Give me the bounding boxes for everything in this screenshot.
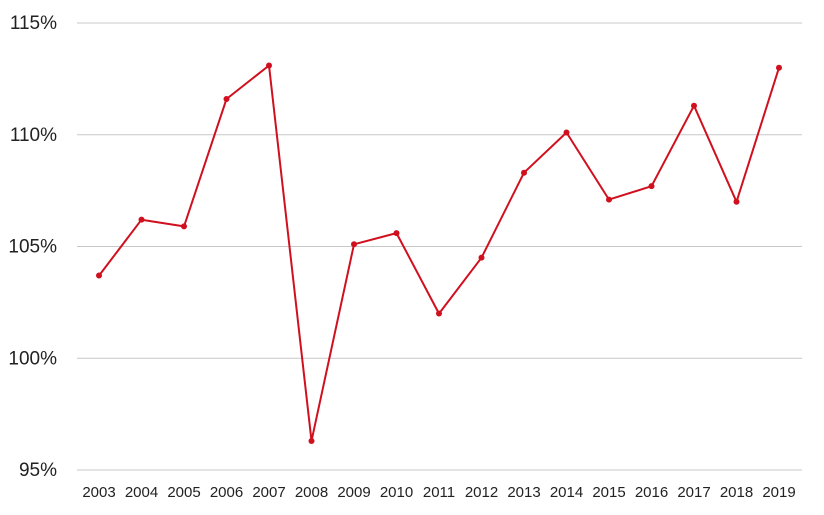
y-tick-label: 115%	[10, 13, 57, 34]
x-tick-label: 2016	[635, 484, 668, 501]
x-tick-label: 2003	[82, 484, 115, 501]
data-point-2012	[478, 254, 485, 261]
data-point-2018	[733, 198, 740, 205]
x-tick-label: 2011	[423, 484, 455, 501]
y-tick-label: 105%	[8, 237, 57, 258]
data-point-2006	[223, 95, 230, 102]
data-point-2015	[606, 196, 612, 203]
data-point-2019	[776, 64, 782, 71]
x-tick-label: 2009	[337, 484, 370, 501]
x-tick-label: 2005	[167, 484, 200, 501]
x-tick-label: 2013	[507, 484, 540, 501]
data-point-2003	[96, 272, 102, 279]
x-tick-label: 2007	[252, 484, 285, 501]
data-point-2013	[521, 169, 527, 176]
x-tick-label: 2010	[380, 484, 413, 501]
data-point-2014	[563, 129, 570, 136]
data-point-2004	[138, 216, 145, 223]
x-tick-label: 2019	[762, 484, 795, 501]
x-tick-label: 2006	[210, 484, 243, 501]
data-point-2010	[393, 230, 400, 237]
y-tick-label: 110%	[10, 125, 57, 146]
data-point-2005	[181, 223, 187, 230]
x-tick-label: 2017	[677, 484, 710, 501]
series	[96, 62, 782, 444]
x-tick-label: 2015	[592, 484, 625, 501]
data-point-2008	[308, 437, 315, 444]
gridlines	[77, 22, 802, 471]
data-point-2017	[691, 102, 697, 109]
x-tick-label: 2012	[465, 484, 498, 501]
data-point-2016	[648, 183, 655, 190]
y-tick-label: 100%	[8, 348, 57, 369]
y-axis-ticks: 95% 100% 105% 110% 115%	[8, 13, 57, 481]
x-tick-label: 2008	[295, 484, 328, 501]
data-point-2011	[436, 310, 442, 317]
data-point-2007	[266, 62, 272, 69]
x-tick-label: 2004	[125, 484, 158, 501]
x-axis-ticks: 2003 2004 2005 2006 2007 2008 2009 2010 2011 2012…	[82, 484, 795, 501]
data-point-2009	[351, 241, 357, 248]
series-line	[98, 64, 780, 442]
y-tick-label: 95%	[19, 460, 57, 481]
x-tick-label: 2018	[720, 484, 753, 501]
x-tick-label: 2014	[550, 484, 583, 501]
